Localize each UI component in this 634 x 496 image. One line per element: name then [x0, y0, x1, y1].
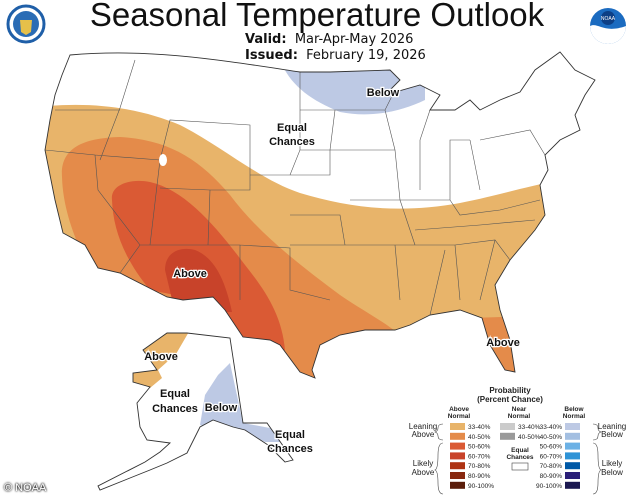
legend-label-above-33-40: 33-40%	[468, 424, 491, 431]
legend-swatch-below-90-100	[565, 481, 580, 489]
legend-swatch-below-60-70	[565, 452, 580, 460]
legend-leaning-above-2: Above	[412, 430, 435, 439]
legend-label-above-70-80: 70-80%	[468, 463, 491, 470]
legend-label-below-70-80: 70-80%	[540, 463, 563, 470]
legend-subtitle: (Percent Chance)	[477, 395, 543, 404]
issued-date: Issued: February 19, 2026	[245, 48, 426, 63]
issued-value: February 19, 2026	[306, 48, 426, 63]
valid-value: Mar-Apr-May 2026	[294, 32, 414, 47]
label-below-alaska: Below	[205, 402, 238, 414]
legend-swatch-above-70-80	[450, 462, 465, 470]
legend-swatch-below-40-50	[565, 432, 580, 440]
legend-likely-above: Likely	[413, 459, 433, 468]
legend-title: Probability	[489, 386, 531, 395]
legend-swatch-below-33-40	[565, 423, 580, 430]
legend-label-below-40-50: 40-50%	[540, 434, 563, 441]
region-below-33-40	[280, 60, 425, 115]
legend-near-head: Near	[512, 406, 527, 413]
region-above-60-70	[165, 248, 232, 312]
alaska-map	[97, 332, 294, 491]
legend-swatch-above-50-60	[450, 442, 465, 450]
legend-label-near-40-50: 40-50%	[518, 434, 541, 441]
state-borders	[45, 59, 546, 316]
legend-leaning-below: Leaning	[598, 422, 626, 431]
label-equal-chances-alaska-w-1: Equal	[160, 388, 190, 400]
label-above-florida: Above	[486, 337, 520, 349]
legend-likely-below: Likely	[602, 459, 622, 468]
legend-label-above-90-100: 90-100%	[468, 483, 494, 490]
noaa-logo-icon: NOAA	[590, 8, 626, 44]
legend-rows: 33-40% 33-40%33-40%40-50% 40-50%40-50%50-6…	[450, 423, 580, 490]
valid-period: Valid: Mar-Apr-May 2026	[245, 32, 413, 47]
legend-label-above-80-90: 80-90%	[468, 473, 491, 480]
legend-above-head-2: Normal	[448, 413, 471, 420]
legend-label-above-40-50: 40-50%	[468, 434, 491, 441]
legend-near-head-2: Normal	[508, 413, 531, 420]
legend-swatch-above-60-70	[450, 452, 465, 460]
legend-label-below-50-60: 50-60%	[540, 444, 563, 451]
noaa-logo-text: NOAA	[601, 16, 616, 22]
legend-equal-2: Chances	[506, 454, 533, 461]
label-equal-chances-alaska-se-2: Chances	[267, 443, 313, 455]
label-equal-chances-alaska-w-2: Chances	[152, 403, 198, 415]
label-equal-chances-conus-2: Chances	[269, 136, 315, 148]
legend: Probability (Percent Chance) Above Norma…	[409, 386, 626, 495]
legend-below-head: Below	[564, 406, 584, 413]
legend-label-below-60-70: 60-70%	[540, 453, 563, 460]
legend-swatch-above-80-90	[450, 472, 465, 479]
legend-swatch-above-40-50	[450, 432, 465, 440]
legend-label-near-33-40: 33-40%	[518, 424, 541, 431]
credit-text: © NOAA	[4, 482, 47, 494]
legend-label-below-90-100: 90-100%	[536, 483, 562, 490]
legend-swatch-near-40-50	[500, 432, 515, 440]
legend-below-head-2: Normal	[563, 413, 586, 420]
issued-label: Issued:	[245, 48, 298, 63]
legend-braces	[434, 423, 602, 495]
legend-label-above-50-60: 50-60%	[468, 444, 491, 451]
legend-leaning-above: Leaning	[409, 422, 437, 431]
alaska-region-above-33-40	[130, 333, 190, 388]
legend-above-head: Above	[449, 406, 469, 413]
legend-swatch-equal-chances	[511, 462, 529, 471]
legend-swatch-above-33-40	[450, 423, 465, 430]
legend-swatch-below-70-80	[565, 462, 580, 470]
legend-swatch-near-33-40	[500, 423, 515, 430]
legend-label-below-80-90: 80-90%	[540, 473, 563, 480]
label-equal-chances-alaska-se-1: Equal	[275, 429, 305, 441]
legend-swatch-below-50-60	[565, 442, 580, 450]
label-below-conus: Below	[367, 87, 400, 99]
legend-label-below-33-40: 33-40%	[540, 424, 563, 431]
label-above-southwest: Above	[173, 268, 207, 280]
doc-seal-icon	[6, 4, 46, 44]
utah-lake-white-spot	[159, 154, 167, 166]
legend-label-above-60-70: 60-70%	[468, 453, 491, 460]
valid-label: Valid:	[245, 32, 287, 47]
page-title: Seasonal Temperature Outlook	[89, 0, 545, 33]
label-above-alaska: Above	[144, 351, 178, 363]
legend-swatch-below-80-90	[565, 472, 580, 479]
legend-swatch-above-90-100	[450, 481, 465, 489]
legend-equal: Equal	[511, 447, 529, 454]
label-equal-chances-conus-1: Equal	[277, 122, 307, 134]
legend-likely-below-2: Below	[601, 468, 623, 477]
legend-leaning-below-2: Below	[601, 430, 623, 439]
legend-likely-above-2: Above	[412, 468, 435, 477]
